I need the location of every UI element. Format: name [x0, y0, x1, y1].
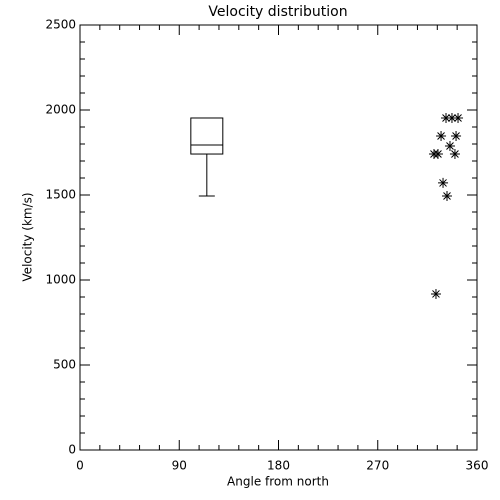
x-tick-label: 360 [466, 459, 489, 473]
point [441, 112, 452, 123]
y-tick-label: 500 [53, 358, 76, 372]
box [190, 117, 224, 155]
y-tick-label: 0 [68, 443, 76, 457]
point [453, 112, 464, 123]
y-tick-label: 1000 [45, 273, 76, 287]
point [446, 112, 457, 123]
chart-title: Velocity distribution [208, 4, 347, 20]
point [438, 177, 449, 188]
point [436, 131, 447, 142]
point [451, 131, 462, 142]
x-tick-label: 270 [366, 459, 389, 473]
point [432, 149, 443, 160]
x-tick-label: 90 [172, 459, 187, 473]
y-tick-label: 1500 [45, 188, 76, 202]
y-axis-label: Velocity (km/s) [21, 192, 35, 281]
point [442, 191, 453, 202]
y-tick-label: 2000 [45, 103, 76, 117]
x-axis-label: Angle from north [227, 475, 329, 489]
point [444, 141, 455, 152]
y-tick-label: 2500 [45, 18, 76, 32]
point [430, 288, 441, 299]
x-tick-label: 180 [267, 459, 290, 473]
plot-frame [79, 24, 478, 451]
point [449, 149, 460, 160]
x-tick-label: 0 [76, 459, 84, 473]
